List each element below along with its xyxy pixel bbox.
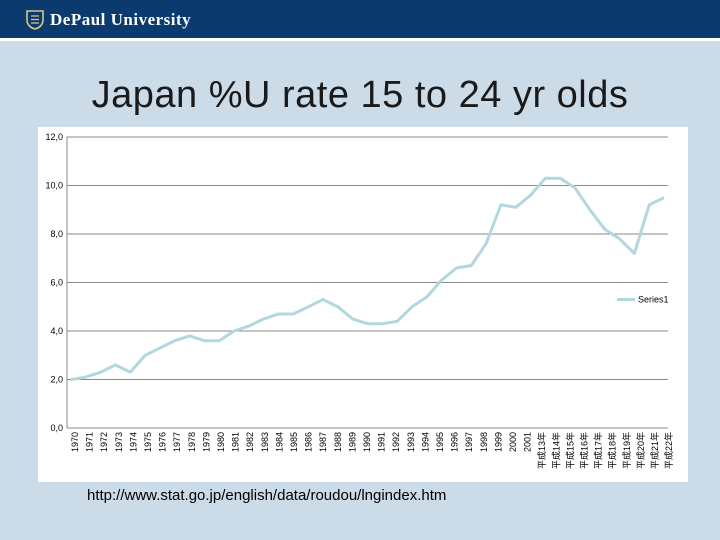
x-tick-label: 平成14年 <box>550 432 561 469</box>
x-tick-label: 1975 <box>143 432 153 452</box>
slide-title: Japan %U rate 15 to 24 yr olds <box>91 74 629 116</box>
x-tick-label: 1997 <box>464 432 474 452</box>
shield-icon <box>26 10 44 30</box>
x-tick-label: 2001 <box>523 432 533 452</box>
x-tick-label: 1987 <box>318 432 328 452</box>
y-tick-label: 6,0 <box>50 278 63 288</box>
x-tick-label: 1982 <box>245 432 255 452</box>
x-tick-label: 平成18年 <box>607 432 618 469</box>
logo-text: DePaul University <box>50 10 192 29</box>
x-tick-label: 1978 <box>187 432 197 452</box>
y-tick-label: 8,0 <box>50 229 63 239</box>
x-tick-label: 1980 <box>216 432 226 452</box>
x-tick-label: 1979 <box>201 432 211 452</box>
x-tick-label: 1998 <box>479 432 489 452</box>
line-chart: 0,0 2,0 4,0 6,0 8,0 10,0 12,0 1970 1971 1972 1973 1… <box>45 132 674 469</box>
y-tick-label: 12,0 <box>45 132 63 142</box>
x-tick-label: 1974 <box>128 432 138 452</box>
x-tick-label: 1976 <box>158 432 168 452</box>
x-tick-label: 1970 <box>70 432 80 452</box>
x-tick-label: 平成17年 <box>593 432 604 469</box>
x-tick-label: 1984 <box>274 432 284 452</box>
source-link[interactable]: http://www.stat.go.jp/english/data/roudo… <box>87 487 447 504</box>
y-tick-label: 2,0 <box>50 375 63 385</box>
y-tick-label: 10,0 <box>45 181 63 191</box>
x-tick-label: 1989 <box>347 432 357 452</box>
x-tick-label: 1995 <box>435 432 445 452</box>
header-divider <box>0 38 720 41</box>
x-tick-label: 1993 <box>406 432 416 452</box>
x-tick-label: 平成15年 <box>564 432 575 469</box>
logo[interactable]: DePaul University <box>26 9 191 31</box>
x-tick-label: 平成16年 <box>579 432 590 469</box>
x-tick-label: 平成21年 <box>649 432 660 469</box>
x-tick-label: 1973 <box>114 432 124 452</box>
x-tick-label: 1972 <box>99 432 109 452</box>
x-tick-label: 1988 <box>333 432 343 452</box>
y-tick-label: 4,0 <box>50 326 63 336</box>
legend-label: Series1 <box>638 294 669 304</box>
x-tick-label: 1983 <box>260 432 270 452</box>
x-tick-label: 平成13年 <box>536 432 547 469</box>
x-tick-label: 1986 <box>304 432 314 452</box>
header-bar: DePaul University <box>0 0 720 38</box>
x-tick-label: 1990 <box>362 432 372 452</box>
x-tick-label: 1971 <box>85 432 95 452</box>
x-tick-label: 1981 <box>231 432 241 452</box>
x-tick-label: 1996 <box>450 432 460 452</box>
x-tick-label: 1991 <box>377 432 387 452</box>
x-tick-label: 1985 <box>289 432 299 452</box>
x-tick-label: 2000 <box>508 432 518 452</box>
x-tick-label: 平成19年 <box>621 432 632 469</box>
x-tick-label: 1994 <box>420 432 430 452</box>
chart-area: 0,0 2,0 4,0 6,0 8,0 10,0 12,0 1970 1971 1972 1973 1… <box>38 127 688 482</box>
x-tick-label: 平成22年 <box>663 432 674 469</box>
series-line <box>70 176 665 381</box>
x-tick-label: 平成20年 <box>635 432 646 469</box>
y-tick-label: 0,0 <box>50 423 63 433</box>
x-tick-label: 1992 <box>391 432 401 452</box>
x-tick-label: 1999 <box>493 432 503 452</box>
x-tick-label: 1977 <box>172 432 182 452</box>
